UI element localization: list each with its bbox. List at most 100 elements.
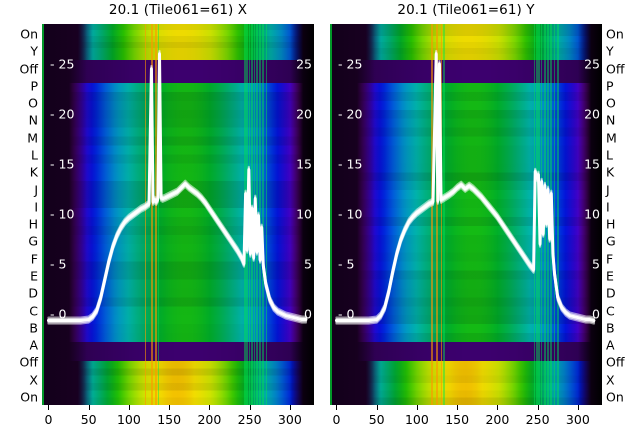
y-tick-label: -0 — [50, 306, 67, 322]
y-tick-label: 20 — [584, 106, 600, 122]
category-axis-left: On Y Off P O N M L K J I H G F E D C B A Off X On — [4, 24, 38, 405]
y-tick-label: -5 — [50, 256, 67, 272]
y-tick-value: 0 — [346, 306, 355, 322]
category-label: P — [30, 78, 38, 94]
x-tick-mark — [497, 405, 499, 410]
y-tick-label: 10 — [296, 206, 312, 222]
y-tick-label: 15 — [584, 156, 600, 172]
x-tick-label: 150 — [157, 412, 182, 427]
y-tick-label: 20 — [296, 106, 312, 122]
category-label: J — [606, 182, 610, 198]
category-label: D — [606, 285, 616, 301]
x-axis-panel-x: 0 50 100 150 200 250 300 — [42, 405, 314, 439]
x-tick-label: 0 — [332, 412, 341, 427]
category-label: Y — [606, 43, 614, 59]
x-tick-label: 100 — [116, 412, 141, 427]
y-tick-label: -25 — [338, 56, 363, 72]
heatmap-panel-y[interactable]: -25 25-20 20-15 15-10 10-5 5-0 0 — [330, 24, 602, 405]
category-label: G — [28, 233, 38, 249]
x-tick-label: 250 — [237, 412, 262, 427]
category-label: D — [28, 285, 38, 301]
category-label: J — [34, 182, 38, 198]
heatmap-band — [42, 342, 314, 362]
category-label: X — [29, 372, 38, 388]
y-tick-label: 25 — [296, 56, 312, 72]
category-label: I — [606, 199, 610, 215]
y-tick-value: 0 — [58, 306, 67, 322]
x-tick-label: 200 — [485, 412, 510, 427]
category-label: M — [606, 130, 617, 146]
edge-marker — [330, 24, 332, 405]
category-label: N — [28, 112, 38, 128]
y-tick-label: -10 — [50, 206, 75, 222]
category-label: On — [606, 389, 624, 405]
category-label: E — [30, 268, 38, 284]
x-tick-mark — [169, 405, 171, 410]
category-label: Off — [19, 354, 38, 370]
x-tick-mark — [376, 405, 378, 410]
y-tick-label: -10 — [338, 206, 363, 222]
category-label: P — [606, 78, 614, 94]
category-label: C — [606, 303, 615, 319]
category-label: O — [28, 95, 38, 111]
streak-overlay — [330, 24, 602, 405]
category-label: On — [20, 389, 38, 405]
category-label: G — [606, 233, 616, 249]
category-label: Off — [19, 61, 38, 77]
y-tick-value: 25 — [58, 56, 75, 72]
x-tick-mark — [128, 405, 130, 410]
x-tick-label: 150 — [445, 412, 470, 427]
x-tick-mark — [209, 405, 211, 410]
category-label: Y — [30, 43, 38, 59]
x-tick-label: 50 — [368, 412, 385, 427]
heatmap-panel-x[interactable]: -25 25-20 20-15 15-10 10-5 5-0 0 — [42, 24, 314, 405]
category-label: E — [606, 268, 614, 284]
category-label: B — [29, 320, 38, 336]
x-tick-label: 200 — [197, 412, 222, 427]
x-tick-label: 300 — [277, 412, 302, 427]
x-tick-label: 0 — [44, 412, 53, 427]
y-tick-label: -15 — [50, 156, 75, 172]
category-label: H — [606, 216, 616, 232]
y-tick-value: 10 — [346, 206, 363, 222]
panel-title-y: 20.1 (Tile061=61) Y — [397, 2, 535, 18]
category-label: X — [606, 372, 615, 388]
x-tick-label: 250 — [525, 412, 550, 427]
streak-overlay — [42, 24, 314, 405]
category-label: H — [28, 216, 38, 232]
x-tick-mark — [249, 405, 251, 410]
x-tick-mark — [289, 405, 291, 410]
y-tick-value: 20 — [58, 106, 75, 122]
x-tick-mark — [48, 405, 50, 410]
x-tick-mark — [336, 405, 338, 410]
y-tick-label: 25 — [584, 56, 600, 72]
category-label: Off — [606, 61, 625, 77]
x-tick-mark — [577, 405, 579, 410]
category-label: Off — [606, 354, 625, 370]
y-tick-label: -20 — [338, 106, 363, 122]
y-tick-label: 10 — [584, 206, 600, 222]
heatmap-band — [330, 342, 602, 362]
heatmap-band — [330, 361, 602, 405]
category-label: L — [31, 147, 38, 163]
x-tick-label: 50 — [80, 412, 97, 427]
y-tick-label: -0 — [338, 306, 355, 322]
category-label: M — [27, 130, 38, 146]
y-tick-label: 15 — [296, 156, 312, 172]
category-label: K — [606, 164, 615, 180]
category-label: On — [20, 26, 38, 42]
y-tick-label: 5 — [592, 256, 600, 272]
y-tick-label: 0 — [304, 306, 312, 322]
edge-marker — [42, 24, 44, 405]
category-label: A — [606, 337, 615, 353]
category-label: B — [606, 320, 615, 336]
y-tick-value: 25 — [346, 56, 363, 72]
y-tick-value: 15 — [58, 156, 75, 172]
category-label: F — [606, 251, 614, 267]
category-label: A — [29, 337, 38, 353]
category-axis-right: On Y Off P O N M L K J I H G F E D C B A Off X On — [604, 24, 638, 405]
category-label: I — [34, 199, 38, 215]
category-label: C — [29, 303, 38, 319]
category-label: F — [30, 251, 38, 267]
